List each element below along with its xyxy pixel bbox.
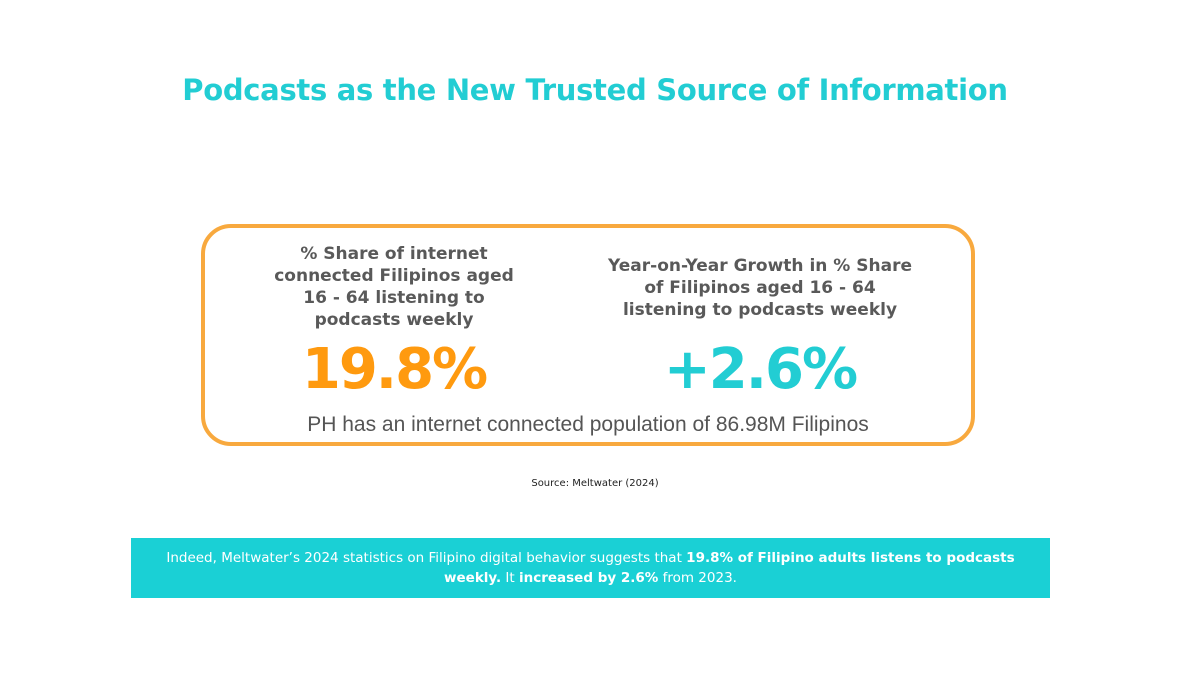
stat-value-yoy-growth: +2.6% [663, 337, 858, 402]
stat-label-weekly-listeners: % Share of internet connected Filipinos … [274, 244, 514, 330]
page-title: Podcasts as the New Trusted Source of In… [182, 73, 1008, 107]
banner-text-part1: Indeed, Meltwater’s 2024 statistics on F… [166, 550, 687, 566]
stat-value-weekly-listeners: 19.8% [301, 337, 488, 402]
banner-highlight-weekly: 19.8% of Filipino adults listens to podc… [444, 550, 1015, 586]
stat-label-yoy-growth: Year-on-Year Growth in % Share of Filipi… [608, 256, 912, 320]
population-footnote: PH has an internet connected population … [307, 413, 869, 436]
banner-text-part3: from 2023. [658, 570, 737, 586]
stats-card [201, 224, 975, 446]
banner-highlight-increase: increased by 2.6% [518, 570, 659, 586]
source-citation: Source: Meltwater (2024) [531, 478, 659, 489]
summary-banner: Indeed, Meltwater’s 2024 statistics on F… [131, 538, 1050, 598]
banner-text-part2: It [501, 570, 519, 586]
